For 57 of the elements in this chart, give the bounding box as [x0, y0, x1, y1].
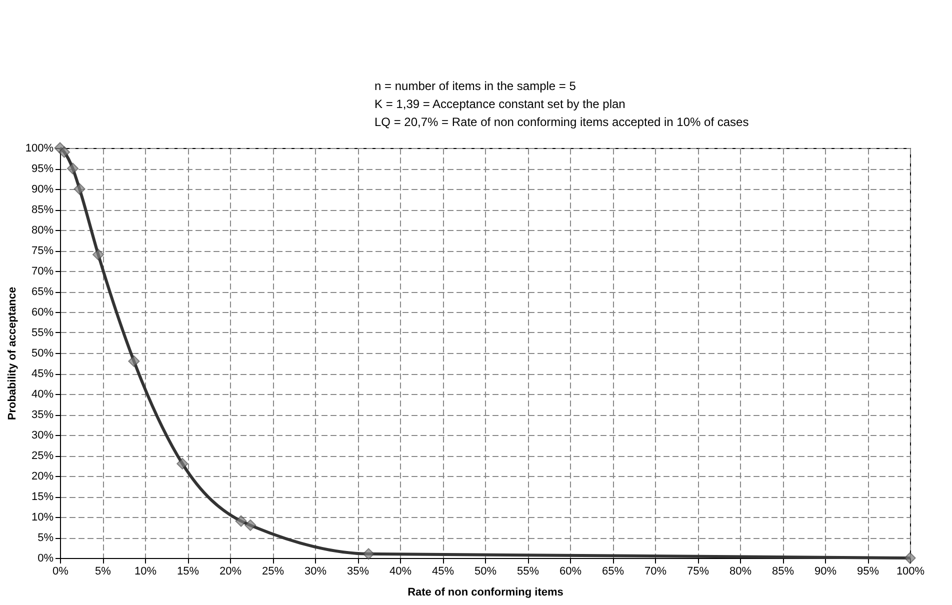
y-axis-title: Probability of acceptance [6, 286, 18, 420]
point [904, 552, 916, 564]
point [58, 146, 70, 158]
point [244, 519, 256, 531]
x-tick-label: 45% [432, 566, 454, 578]
y-tick-label: 95% [31, 163, 54, 175]
point [362, 548, 374, 560]
x-tick-label: 95% [856, 566, 880, 578]
y-tick-label: 40% [31, 388, 54, 400]
x-tick-label: 55% [516, 566, 540, 578]
x-tick-label: 100% [896, 566, 925, 578]
x-tick-label: 65% [602, 566, 624, 578]
x-tick-label: 85% [772, 566, 794, 578]
x-tick-label: 80% [729, 566, 752, 578]
y-tick-label: 20% [31, 470, 54, 482]
x-tick-label: 15% [176, 566, 200, 578]
y-tick-label: 50% [31, 348, 54, 360]
y-tick-label: 70% [31, 266, 54, 278]
x-tick-label: 60% [559, 566, 582, 578]
x-axis-title: Rate of non conforming items [408, 586, 564, 598]
x-tick-label: 0% [52, 566, 69, 578]
x-tick-label: 5% [95, 566, 112, 578]
y-tick-label: 10% [31, 512, 54, 524]
y-tick-label: 55% [31, 327, 54, 339]
text: LQ = 20,7% = Rate of non conforming items accepted in 10% of cases [374, 115, 749, 129]
x-tick-label: 25% [262, 566, 284, 578]
y-tick-label: 30% [31, 430, 54, 442]
y-tick-label: 5% [38, 532, 54, 544]
x-tick-label: 35% [346, 566, 370, 578]
y-tick-label: 15% [31, 491, 54, 503]
y-tick-label: 75% [31, 245, 54, 257]
y-tick-label: 85% [31, 204, 54, 216]
y-tick-label: 60% [31, 306, 54, 318]
y-tick-label: 100% [25, 142, 54, 154]
point [176, 458, 188, 470]
point [74, 183, 86, 195]
x-tick-label: 40% [389, 566, 412, 578]
text: K = 1,39 = Acceptance constant set by the plan [374, 97, 626, 111]
x-tick-label: 30% [304, 566, 327, 578]
y-tick-label: 25% [31, 450, 54, 462]
x-tick-label: 90% [814, 566, 837, 578]
y-tick-label: 80% [31, 224, 54, 236]
y-tick-label: 65% [31, 286, 54, 298]
x-tick-label: 10% [134, 566, 157, 578]
y-tick-label: 0% [38, 552, 54, 564]
point [67, 162, 78, 174]
x-tick-label: 75% [686, 566, 710, 578]
x-tick-label: 70% [644, 566, 667, 578]
x-tick-label: 20% [219, 566, 242, 578]
y-tick-label: 45% [31, 368, 54, 380]
point [128, 355, 140, 367]
text: n = number of items in the sample = 5 [374, 79, 576, 93]
point [235, 515, 247, 527]
y-tick-label: 35% [31, 409, 54, 421]
point [92, 248, 104, 260]
x-tick-label: 50% [474, 566, 497, 578]
y-tick-label: 90% [31, 184, 54, 196]
